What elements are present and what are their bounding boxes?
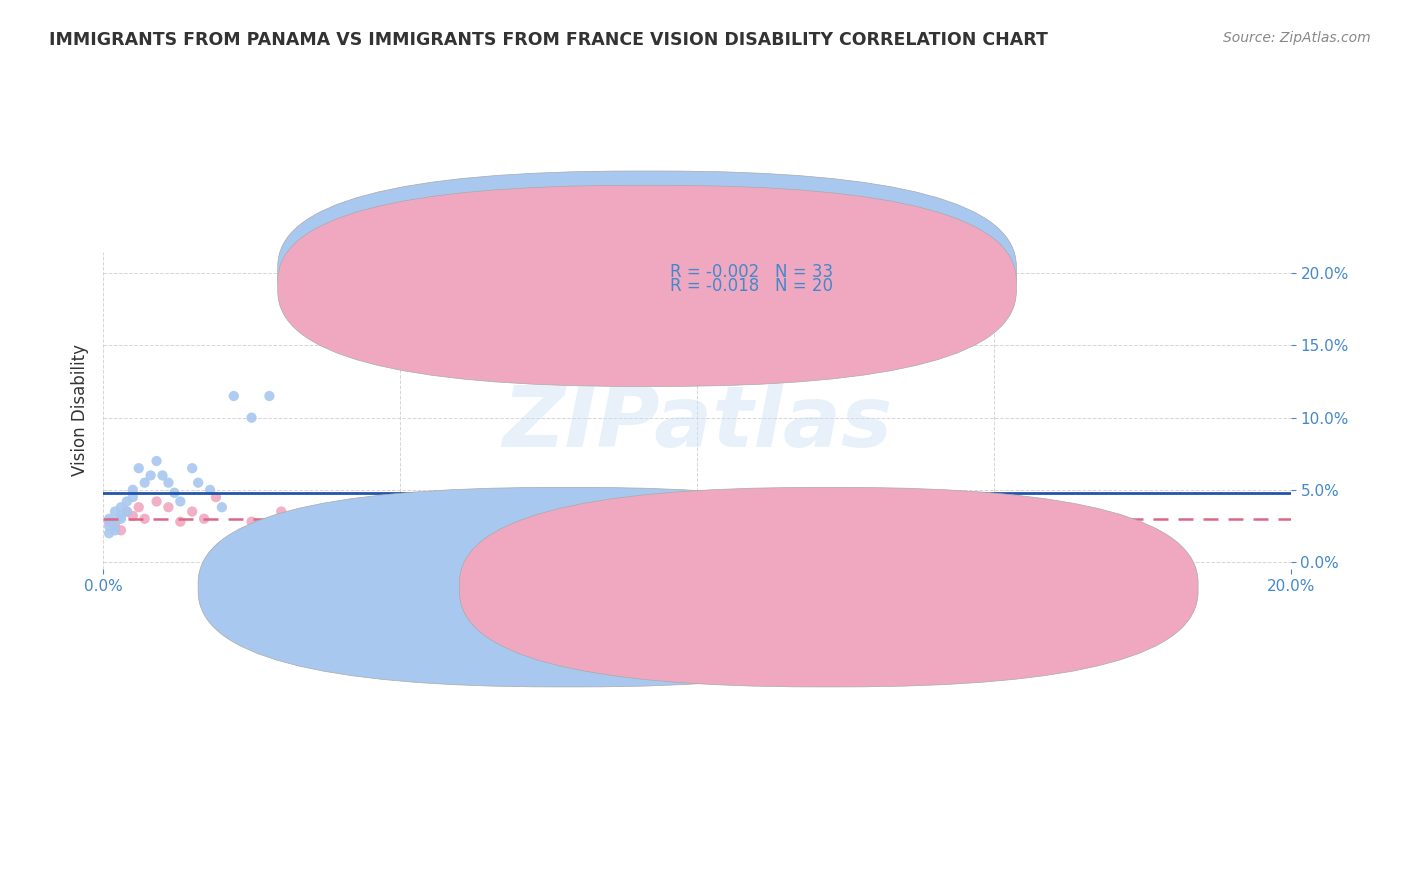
Point xyxy=(389,505,412,519)
Point xyxy=(115,494,138,508)
FancyBboxPatch shape xyxy=(614,258,922,299)
Point xyxy=(104,519,127,533)
Point xyxy=(110,500,132,515)
Point xyxy=(98,526,121,541)
Point xyxy=(157,500,180,515)
Point xyxy=(104,524,127,538)
Point xyxy=(128,461,150,475)
Text: R = -0.018   N = 20: R = -0.018 N = 20 xyxy=(669,277,832,295)
Text: Source: ZipAtlas.com: Source: ZipAtlas.com xyxy=(1223,31,1371,45)
Point xyxy=(193,512,215,526)
Point xyxy=(240,410,263,425)
Point xyxy=(181,505,204,519)
Point xyxy=(121,508,143,523)
Point xyxy=(240,515,263,529)
Point xyxy=(169,494,191,508)
Point xyxy=(145,494,167,508)
Point xyxy=(104,505,127,519)
Point xyxy=(626,519,648,533)
Text: ZIPatlas: ZIPatlas xyxy=(502,382,891,465)
Point xyxy=(205,490,228,504)
Point xyxy=(104,515,127,529)
Point xyxy=(134,475,156,490)
Point xyxy=(121,483,143,497)
Point xyxy=(128,500,150,515)
Point xyxy=(745,317,768,331)
Point xyxy=(110,524,132,538)
Point xyxy=(169,515,191,529)
Text: Immigrants from France: Immigrants from France xyxy=(851,578,1050,596)
Point xyxy=(157,475,180,490)
Point xyxy=(121,490,143,504)
Point xyxy=(115,505,138,519)
Point xyxy=(98,515,121,529)
Text: Immigrants from Panama: Immigrants from Panama xyxy=(591,578,801,596)
Point xyxy=(478,529,501,543)
Y-axis label: Vision Disability: Vision Disability xyxy=(72,344,89,476)
FancyBboxPatch shape xyxy=(278,186,1017,386)
Point xyxy=(98,519,121,533)
Point xyxy=(211,500,233,515)
Text: R = -0.002   N = 33: R = -0.002 N = 33 xyxy=(669,262,832,281)
Point xyxy=(152,468,174,483)
Point xyxy=(110,508,132,523)
Point xyxy=(139,468,162,483)
Point xyxy=(1012,526,1035,541)
Point xyxy=(270,505,292,519)
Point xyxy=(163,485,186,500)
Point xyxy=(359,497,381,511)
Point xyxy=(222,389,245,403)
Text: IMMIGRANTS FROM PANAMA VS IMMIGRANTS FROM FRANCE VISION DISABILITY CORRELATION C: IMMIGRANTS FROM PANAMA VS IMMIGRANTS FRO… xyxy=(49,31,1047,49)
Point xyxy=(110,512,132,526)
Point xyxy=(1012,512,1035,526)
Point xyxy=(98,512,121,526)
Point xyxy=(134,512,156,526)
Point xyxy=(145,454,167,468)
Point xyxy=(259,389,281,403)
Point xyxy=(187,475,209,490)
FancyBboxPatch shape xyxy=(278,171,1017,372)
Point xyxy=(198,483,221,497)
Point xyxy=(115,505,138,519)
Point xyxy=(181,461,204,475)
FancyBboxPatch shape xyxy=(460,487,1198,687)
FancyBboxPatch shape xyxy=(198,487,936,687)
